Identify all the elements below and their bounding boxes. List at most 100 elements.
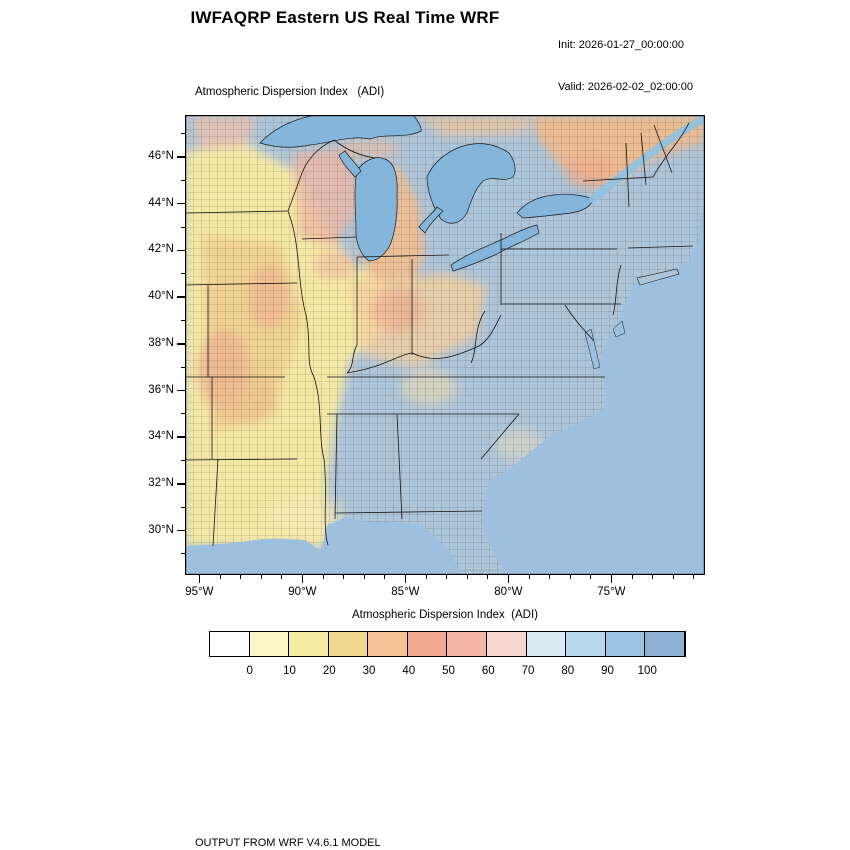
lon-tick <box>610 575 613 583</box>
delaware-bay <box>612 320 626 338</box>
lon-tick-label: 80°W <box>494 586 523 598</box>
colorbar-box-11 <box>645 632 685 656</box>
lat-minor-tick <box>181 319 185 321</box>
lon-minor-tick <box>569 575 571 579</box>
lat-minor-tick <box>181 413 185 415</box>
lon-minor-tick <box>240 575 242 579</box>
green-bay <box>338 150 362 178</box>
lon-tick <box>198 575 201 583</box>
lon-minor-tick <box>528 575 530 579</box>
lat-minor-tick <box>181 179 185 181</box>
colorbar-box-0 <box>210 632 250 656</box>
lat-tick-label: 44°N <box>148 196 174 209</box>
run-timestamps: Init: 2026-01-27_00:00:00 Valid: 2026-02… <box>558 10 693 122</box>
lon-tick-label: 95°W <box>185 586 214 598</box>
map-plot <box>185 115 705 575</box>
colorbar-box-7 <box>487 632 527 656</box>
lon-minor-tick <box>322 575 324 579</box>
lon-minor-tick <box>343 575 345 579</box>
lat-tick <box>177 202 185 205</box>
chesapeake-bay <box>584 328 601 370</box>
lat-minor-tick <box>181 226 185 228</box>
colorbar-box-5 <box>407 632 448 656</box>
colorbar-tick-label: 20 <box>322 665 336 677</box>
lon-tick-label: 90°W <box>288 586 317 598</box>
lon-minor-tick <box>425 575 427 579</box>
lat-tick <box>177 249 185 252</box>
lon-tick <box>404 575 407 583</box>
lake-erie <box>450 224 540 272</box>
init-time: Init: 2026-01-27_00:00:00 <box>558 39 684 51</box>
colorbar-box-9 <box>566 632 606 656</box>
colorbar-tick-label: 60 <box>481 665 495 677</box>
lat-tick-label: 32°N <box>148 476 174 489</box>
lat-tick-label: 46°N <box>148 150 174 163</box>
map-variable-label: Atmospheric Dispersion Index (ADI) <box>195 86 385 98</box>
lat-tick <box>177 436 185 438</box>
colorbar-tick-label: 70 <box>521 665 535 677</box>
lon-minor-tick <box>446 575 448 579</box>
lon-minor-tick <box>652 575 654 579</box>
lat-tick <box>177 529 185 532</box>
lake-huron <box>426 143 516 224</box>
lon-minor-tick <box>384 575 386 579</box>
lat-tick <box>177 156 185 158</box>
lon-minor-tick <box>487 575 489 579</box>
colorbar-box-4 <box>368 632 408 656</box>
colorbar-tick-label: 80 <box>561 665 575 677</box>
lat-tick <box>177 483 185 485</box>
lon-minor-tick <box>631 575 633 579</box>
colorbar-box-6 <box>447 632 488 656</box>
lon-minor-tick <box>672 575 674 579</box>
colorbar-box-10 <box>605 632 646 656</box>
colorbar-tick-label: 40 <box>402 665 416 677</box>
lat-tick <box>177 343 185 345</box>
model-footer: OUTPUT FROM WRF V4.6.1 MODEL WE = 310 ; … <box>195 808 628 850</box>
plot-title: IWFAQRP Eastern US Real Time WRF <box>190 8 500 27</box>
lake-michigan <box>354 157 398 262</box>
lat-tick-label: 42°N <box>148 243 174 256</box>
long-island <box>636 268 680 286</box>
footer-line1: OUTPUT FROM WRF V4.6.1 MODEL <box>195 837 381 849</box>
colorbar: 0 10 20 30 40 50 60 70 80 90 100 <box>209 631 686 677</box>
lon-minor-tick <box>281 575 283 579</box>
lon-minor-tick <box>590 575 592 579</box>
valid-time: Valid: 2026-02-02_02:00:00 <box>558 81 693 93</box>
lon-minor-tick <box>466 575 468 579</box>
colorbar-tick-label: 10 <box>283 665 296 677</box>
lon-minor-tick <box>219 575 221 579</box>
colorbar-box-2 <box>289 632 329 656</box>
lon-minor-tick <box>260 575 262 579</box>
colorbar-tick-label: 50 <box>442 665 455 677</box>
lon-tick <box>301 575 304 583</box>
great-lakes <box>259 115 594 272</box>
colorbar-box-1 <box>249 632 290 656</box>
lon-minor-tick <box>363 575 365 579</box>
map-svg <box>185 115 705 575</box>
colorbar-tick-label: 30 <box>362 665 376 677</box>
map-frame-border <box>185 115 705 575</box>
saginaw-bay <box>418 206 444 234</box>
lat-minor-tick <box>181 273 185 275</box>
colorbar-tick-label: 90 <box>601 665 614 677</box>
lat-tick-label: 38°N <box>148 336 174 349</box>
lon-tick-label: 75°W <box>597 586 626 598</box>
colorbar-tick-label: 0 <box>246 665 253 677</box>
lat-tick-label: 40°N <box>148 290 174 303</box>
lat-tick <box>177 296 185 298</box>
colorbar-box-8 <box>526 632 567 656</box>
lat-tick-label: 36°N <box>148 383 174 396</box>
lon-tick <box>507 575 510 583</box>
state-borders <box>185 122 694 547</box>
colorbar-tick-label: 100 <box>637 665 657 677</box>
lon-minor-tick <box>549 575 551 579</box>
lat-minor-tick <box>181 553 185 555</box>
lon-tick-label: 85°W <box>391 586 420 598</box>
lat-minor-tick <box>181 133 185 135</box>
lat-tick-label: 34°N <box>148 430 174 443</box>
lat-minor-tick <box>181 460 185 462</box>
lat-tick-label: 30°N <box>148 523 174 536</box>
lat-minor-tick <box>181 506 185 508</box>
colorbar-box-3 <box>328 632 369 656</box>
